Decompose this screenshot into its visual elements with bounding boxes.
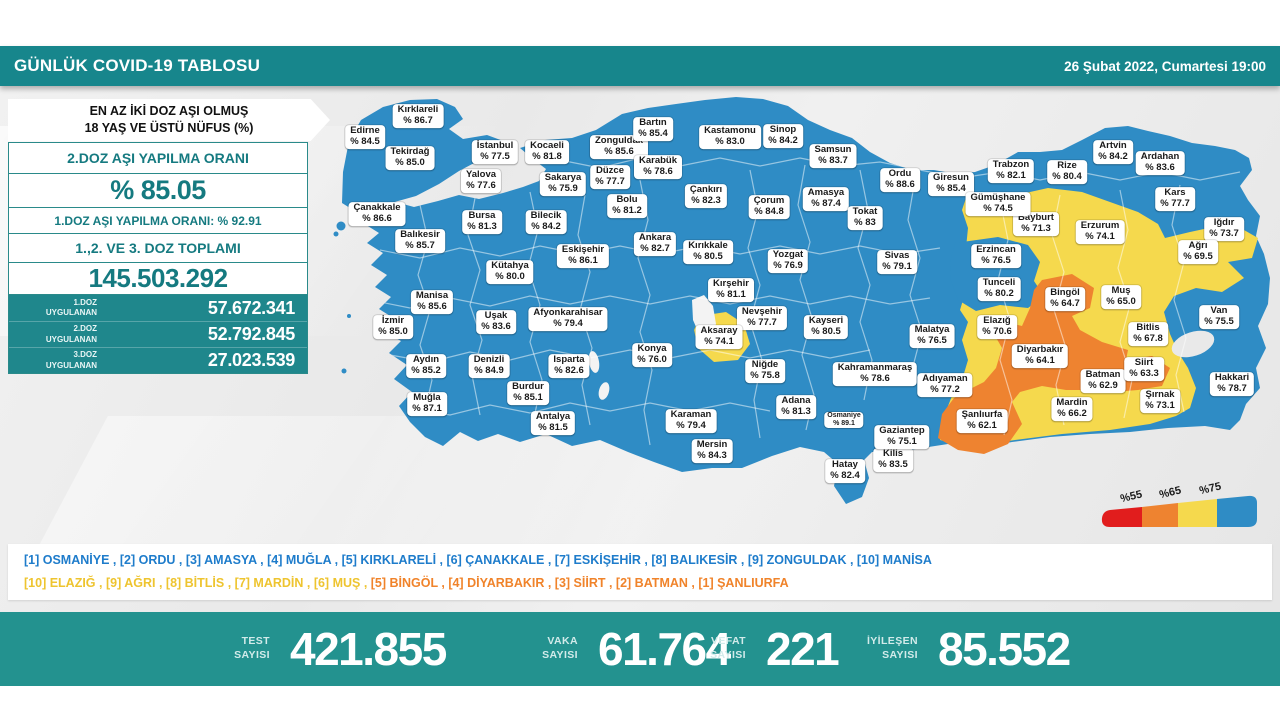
- vaccination-banner: EN AZ İKİ DOZ AŞI OLMUŞ 18 YAŞ VE ÜSTÜ N…: [8, 99, 330, 141]
- top-provinces-list: [1] OSMANİYE , [2] ORDU , [3] AMASYA , […: [24, 553, 932, 567]
- map-legend: %55 %65 %75: [1101, 481, 1257, 527]
- table-row: 1.DOZ UYGULANAN 57.672.341: [9, 295, 307, 321]
- test-count: 421.855: [290, 623, 447, 675]
- dose1-count: 57.672.341: [207, 297, 295, 318]
- table-row: 3.DOZ UYGULANAN 27.023.539: [9, 347, 307, 373]
- legend-segment-orange: [1142, 503, 1178, 527]
- header-bar: GÜNLÜK COVID-19 TABLOSU 26 Şubat 2022, C…: [0, 46, 1280, 86]
- legend-tick: %75: [1198, 481, 1222, 498]
- recovered-count: 85.552: [938, 623, 1071, 675]
- aegean-island: [333, 231, 339, 237]
- total-value: 145.503.292: [8, 262, 308, 295]
- dose2-count: 52.792.845: [207, 324, 295, 344]
- header-date: 26 Şubat 2022, Cumartesi 19:00: [1064, 58, 1266, 74]
- total-title: 1.,2. VE 3. DOZ TOPLAMI: [8, 233, 308, 263]
- case-count: 61.764: [598, 623, 731, 675]
- stat-vefat: VEFAT SAYISI 221: [710, 623, 840, 675]
- dose1-line: 1.DOZ AŞI YAPILMA ORANI: % 92.91: [8, 207, 308, 234]
- legend-segment-red: [1101, 507, 1142, 527]
- legend-segment-blue: [1217, 495, 1257, 527]
- legend-segment-yellow: [1178, 499, 1217, 527]
- dose-table: 1.DOZ UYGULANAN 57.672.341 2.DOZ UYGULANAN…: [8, 294, 308, 374]
- banner-line2: 18 YAŞ VE ÜSTÜ NÜFUS (%): [84, 121, 254, 135]
- thrace-landmass: [342, 99, 513, 208]
- lake-burdur: [598, 382, 610, 400]
- ranked-lists: [1] OSMANİYE , [2] ORDU , [3] AMASYA , […: [8, 544, 1272, 600]
- table-row: 2.DOZ UYGULANAN 52.792.845: [9, 321, 307, 347]
- blue-enclave-erzincan-tunceli: [950, 237, 1044, 311]
- vaccination-panel: 2.DOZ AŞI YAPILMA ORANI % 85.05 1.DOZ AŞ…: [8, 142, 308, 374]
- top-white-strip: [0, 0, 1280, 46]
- aegean-island: [341, 368, 347, 374]
- dose2-title: 2.DOZ AŞI YAPILMA ORANI: [8, 142, 308, 174]
- page-title: GÜNLÜK COVID-19 TABLOSU: [14, 56, 261, 75]
- daily-stats-bar: TEST SAYISI 421.855 VAKA SAYISI 61.764 VEF…: [0, 612, 1280, 686]
- aegean-island: [336, 221, 346, 231]
- stat-test: TEST SAYISI 421.855: [234, 623, 447, 675]
- legend-tick: %65: [1158, 485, 1182, 502]
- bottom-provinces-list: [10] ELAZIĞ , [9] AĞRI , [8] BİTLİS , [7…: [24, 576, 789, 590]
- stat-iyilesen: İYİLEŞEN SAYISI 85.552: [866, 623, 1071, 675]
- legend-tick: %55: [1119, 489, 1143, 506]
- dose3-count: 27.023.539: [207, 350, 295, 370]
- aegean-island: [347, 314, 351, 318]
- dose2-value: % 85.05: [8, 173, 308, 208]
- banner-line1: EN AZ İKİ DOZ AŞI OLMUŞ: [89, 104, 249, 119]
- death-count: 221: [766, 623, 840, 675]
- stat-vaka: VAKA SAYISI 61.764: [542, 623, 731, 675]
